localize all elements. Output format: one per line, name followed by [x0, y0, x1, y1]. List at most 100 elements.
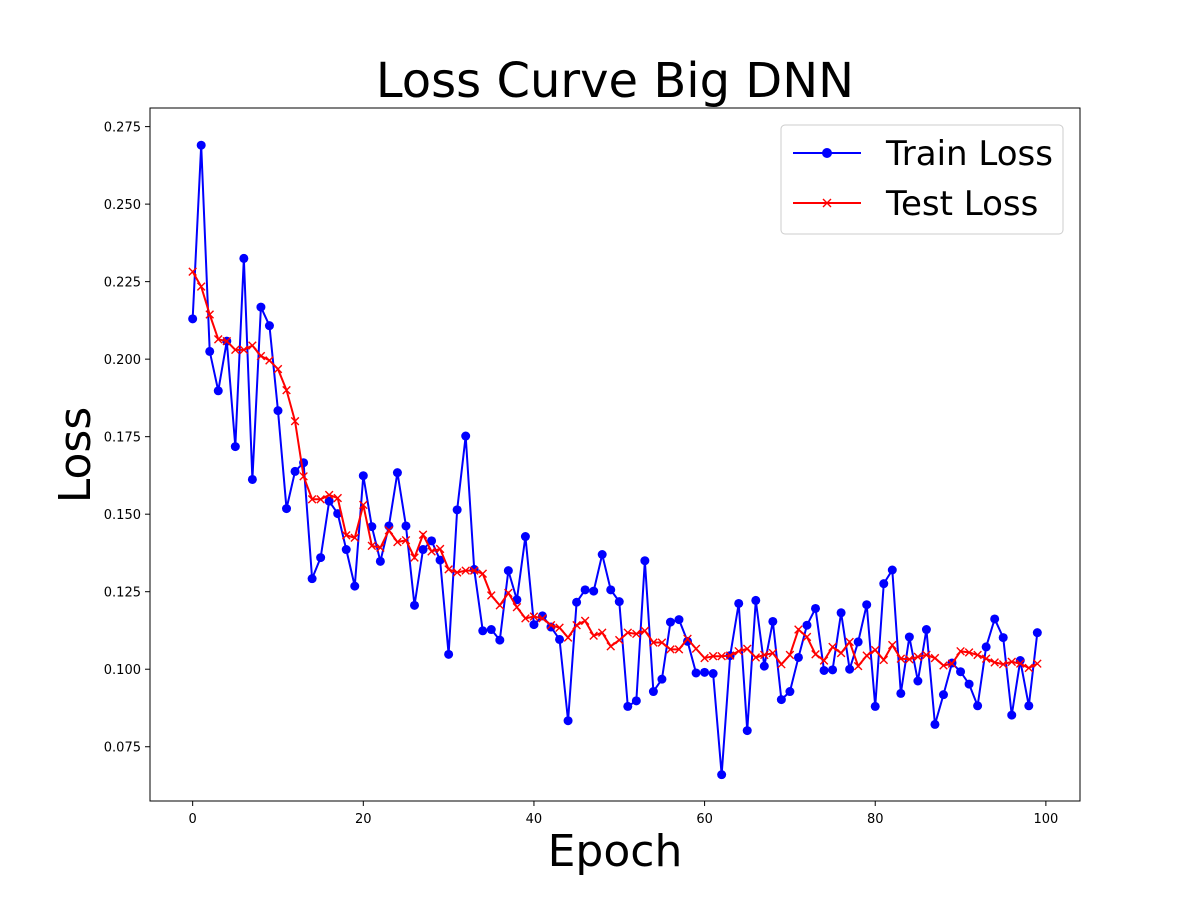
test-loss-point: [410, 553, 419, 562]
test-loss-point: [836, 648, 846, 658]
x-tick-label: 40: [526, 812, 543, 827]
test-loss-point: [708, 651, 718, 661]
test-loss-point: [512, 602, 522, 612]
train-loss-point: [973, 701, 983, 711]
test-loss-point: [751, 653, 761, 662]
y-tick-label: 0.125: [104, 586, 141, 601]
legend-label: Test Loss: [885, 184, 1038, 224]
train-loss-point: [845, 664, 855, 674]
train-loss-point: [409, 600, 419, 610]
test-loss-point: [1007, 657, 1017, 667]
x-axis: 0 20 40 60 80 100: [189, 801, 1058, 827]
y-tick-label: 0.200: [104, 353, 141, 368]
test-loss-series: [188, 267, 1042, 673]
test-loss-point: [341, 530, 351, 540]
train-loss-point: [606, 585, 616, 595]
series-layer: [188, 140, 1042, 780]
test-loss-point: [998, 659, 1008, 669]
test-loss-point: [870, 645, 880, 655]
test-loss-point: [853, 661, 863, 671]
test-loss-point: [435, 544, 445, 554]
test-loss-point: [504, 588, 513, 598]
train-loss-point: [418, 545, 428, 555]
train-loss-point: [563, 716, 573, 726]
test-loss-point: [623, 628, 633, 637]
test-loss-point: [282, 385, 291, 395]
test-loss-point: [802, 632, 812, 642]
train-loss-point: [341, 545, 351, 555]
train-loss-point: [307, 574, 317, 584]
train-loss-point: [324, 496, 334, 506]
legend-entry-test-loss: Test Loss: [793, 184, 1038, 224]
train-loss-point: [435, 555, 445, 565]
train-loss-point: [657, 674, 667, 684]
train-loss-line: [191, 145, 1039, 775]
test-loss-point: [538, 614, 547, 623]
train-loss-point: [708, 669, 718, 679]
test-loss-point: [324, 490, 334, 500]
y-tick-label: 0.150: [104, 508, 141, 523]
test-loss-point: [597, 628, 607, 637]
test-loss-point: [794, 625, 803, 634]
test-loss-point: [273, 364, 283, 374]
test-loss-point: [913, 652, 923, 662]
test-loss-point: [205, 310, 215, 319]
test-loss-point: [248, 341, 257, 350]
x-tick-label: 80: [867, 812, 884, 827]
train-loss-point: [930, 719, 940, 729]
y-tick-label: 0.275: [104, 121, 141, 136]
y-tick-label: 0.225: [104, 276, 141, 291]
train-loss-point: [520, 532, 530, 542]
test-loss-point: [196, 282, 206, 291]
train-loss-point: [623, 701, 633, 711]
test-loss-point: [905, 655, 914, 664]
train-loss-point: [264, 321, 274, 331]
train-loss-point: [870, 701, 880, 711]
train-loss-point: [990, 614, 1000, 624]
test-loss-point: [819, 656, 829, 665]
test-loss-point: [521, 614, 530, 623]
train-loss-point: [392, 468, 402, 478]
train-loss-point: [452, 505, 462, 515]
chart-title: Loss Curve Big DNN: [376, 53, 854, 109]
train-loss-point: [247, 474, 257, 484]
train-loss-point: [589, 586, 599, 596]
train-loss-point: [282, 504, 292, 514]
test-loss-line: [191, 271, 1038, 670]
train-loss-point: [768, 616, 778, 626]
test-loss-point: [700, 653, 709, 663]
train-loss-point: [486, 625, 496, 635]
train-loss-series: [188, 140, 1042, 780]
test-loss-point: [674, 645, 684, 654]
train-loss-point: [230, 442, 240, 452]
test-loss-point: [376, 543, 385, 552]
test-loss-point: [333, 493, 343, 503]
test-loss-point: [469, 566, 479, 575]
legend-label: Train Loss: [885, 134, 1053, 174]
test-loss-point: [546, 620, 556, 630]
test-loss-point: [845, 637, 854, 647]
test-loss-point: [307, 495, 317, 504]
test-loss-point: [922, 650, 931, 660]
train-loss-point: [887, 565, 897, 575]
test-loss-point: [580, 616, 590, 626]
legend-entry-train-loss: Train Loss: [793, 134, 1053, 174]
test-loss-point: [742, 644, 752, 654]
x-tick-label: 0: [189, 812, 197, 827]
test-loss-point: [239, 345, 249, 355]
test-loss-point: [572, 620, 581, 630]
test-loss-point: [265, 356, 274, 365]
test-loss-point: [691, 644, 701, 654]
y-tick-label: 0.250: [104, 198, 141, 213]
train-loss-point: [691, 668, 701, 678]
test-loss-point: [188, 267, 197, 277]
test-loss-point: [529, 612, 539, 621]
test-loss-point: [444, 565, 453, 574]
train-loss-point: [793, 652, 803, 662]
x-tick-label: 60: [696, 812, 713, 827]
train-loss-point: [683, 636, 693, 646]
test-loss-point: [359, 500, 368, 510]
train-loss-point: [862, 600, 872, 610]
train-loss-point: [921, 625, 931, 635]
train-loss-point: [734, 598, 744, 608]
